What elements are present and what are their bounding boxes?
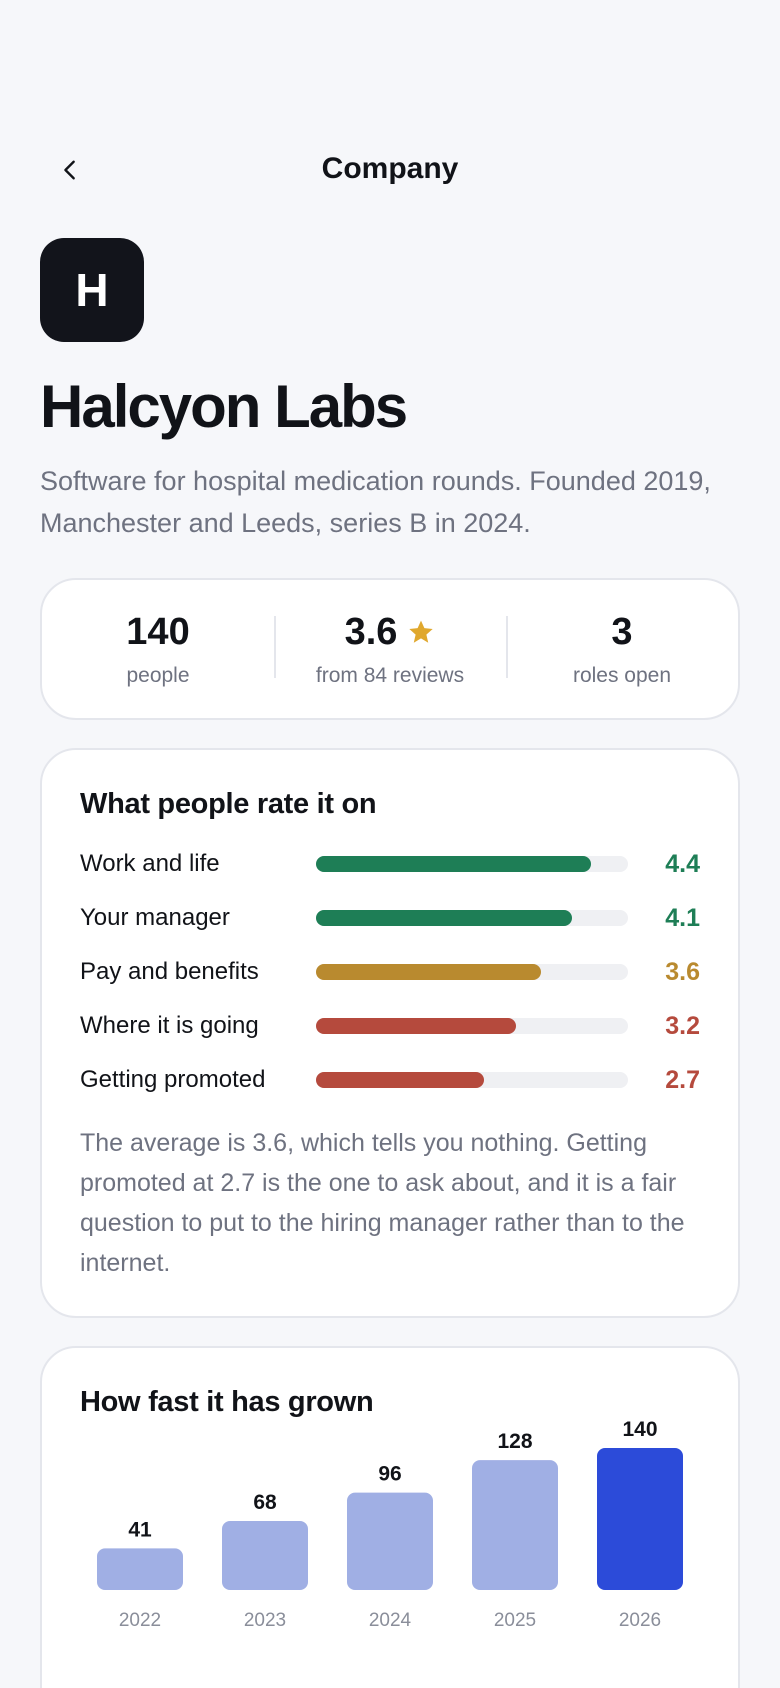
growth-year-label: 2026 — [619, 1610, 661, 1631]
growth-bar-2025 — [472, 1460, 558, 1590]
back-button[interactable] — [50, 150, 90, 190]
rating-bar-track — [316, 1072, 628, 1088]
growth-bar-2026 — [597, 1448, 683, 1590]
rating-row: Work and life 4.4 — [80, 837, 700, 891]
company-logo: H — [40, 238, 144, 342]
stat-people-label: people — [126, 664, 190, 687]
growth-bar-2024 — [347, 1492, 433, 1590]
rating-bar-track — [316, 910, 628, 926]
rating-row: Getting promoted 2.7 — [80, 1053, 700, 1107]
growth-card: How fast it has grown 41 2022 68 2023 96 2024… — [40, 1346, 740, 1688]
rating-label: Your manager — [80, 904, 230, 931]
rating-value: 3.2 — [665, 1011, 700, 1040]
chevron-left-icon — [64, 160, 75, 180]
rating-label: Where it is going — [80, 1012, 259, 1039]
ratings-note: The average is 3.6, which tells you noth… — [80, 1129, 685, 1277]
rating-bar-track — [316, 856, 628, 872]
stat-people-value: 140 — [126, 611, 190, 653]
rating-label: Getting promoted — [80, 1066, 266, 1093]
rating-bar-fill — [316, 1018, 516, 1034]
growth-bar-value-label: 128 — [497, 1430, 532, 1453]
ratings-card: What people rate it on Work and life 4.4 Y… — [40, 748, 740, 1318]
stat-rating-value: 3.6 — [344, 611, 398, 653]
stat-roles-label: roles open — [572, 664, 672, 687]
rating-row: Pay and benefits 3.6 — [80, 945, 700, 999]
rating-label: Work and life — [80, 850, 220, 877]
growth-bar-2022 — [97, 1548, 183, 1590]
rating-bar-track — [316, 1018, 628, 1034]
growth-year-label: 2022 — [119, 1610, 161, 1631]
rating-bar-fill — [316, 910, 572, 926]
page-title: Company — [321, 152, 459, 185]
stats-card: 140 people 3.6 from 84 reviews 3 roles o… — [40, 578, 740, 720]
ratings-title: What people rate it on — [80, 788, 377, 820]
rating-value: 3.6 — [665, 957, 700, 986]
rating-row: Where it is going 3.2 — [80, 999, 700, 1053]
growth-title: How fast it has grown — [80, 1386, 374, 1418]
growth-year-label: 2024 — [369, 1610, 412, 1631]
growth-bar-value-label: 68 — [253, 1491, 277, 1514]
growth-bar-2023 — [222, 1521, 308, 1590]
rating-value: 2.7 — [665, 1065, 700, 1094]
stat-roles[interactable]: 3 roles open — [506, 610, 738, 688]
top-bar: Company — [0, 140, 780, 200]
rating-list: Work and life 4.4 Your manager 4.1 Pay and b… — [80, 837, 700, 1107]
company-name: Halcyon Labs — [40, 373, 408, 440]
logo-letter: H — [75, 264, 109, 316]
rating-bar-fill — [316, 964, 541, 980]
rating-bar-track — [316, 964, 628, 980]
rating-bar-fill — [316, 1072, 485, 1088]
company-description: Software for hospital medication rounds.… — [40, 466, 711, 538]
rating-value: 4.1 — [665, 903, 700, 932]
rating-bar-fill — [316, 856, 591, 872]
stat-people: 140 people — [42, 610, 274, 688]
rating-value: 4.4 — [665, 849, 700, 878]
growth-bar-value-label: 140 — [622, 1418, 657, 1441]
growth-year-label: 2025 — [494, 1610, 536, 1631]
rating-label: Pay and benefits — [80, 958, 259, 985]
growth-bar-value-label: 41 — [128, 1518, 152, 1541]
growth-year-label: 2023 — [244, 1610, 286, 1631]
stat-rating-label: from 84 reviews — [315, 664, 465, 687]
stat-rating[interactable]: 3.6 from 84 reviews — [274, 610, 506, 688]
star-icon — [409, 620, 434, 643]
growth-bar-value-label: 96 — [378, 1463, 401, 1486]
growth-chart: 41 2022 68 2023 96 2024 128 2025 140 2026 — [97, 1418, 683, 1631]
stat-roles-value: 3 — [611, 611, 633, 653]
rating-row: Your manager 4.1 — [80, 891, 700, 945]
